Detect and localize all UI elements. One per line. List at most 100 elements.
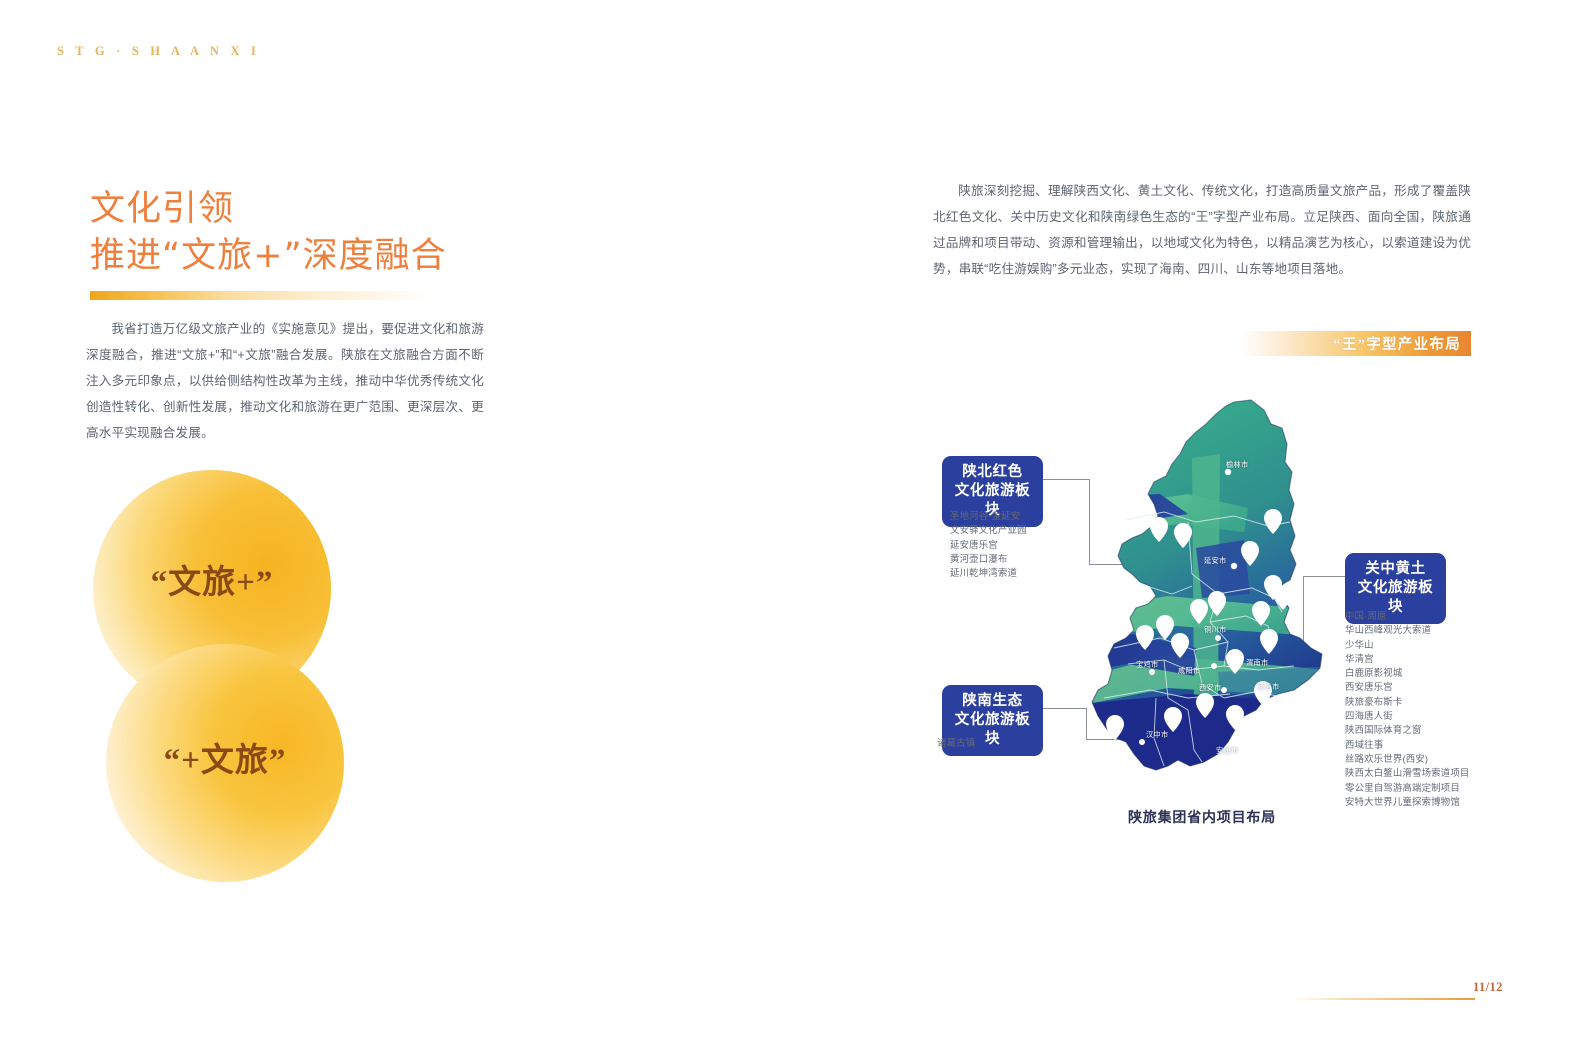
project-list-item: 延川乾坤湾索道 <box>950 567 1018 579</box>
project-list-item: 零公里自驾游高端定制项目 <box>1345 781 1460 793</box>
industry-layout-banner: “王”字型产业布局 <box>1241 331 1471 356</box>
left-paragraph-text: 我省打造万亿级文旅产业的《实施意见》提出，要促进文化和旅游深度融合，推进“文旅+… <box>86 322 484 441</box>
map-city-dot <box>1237 657 1243 663</box>
connector-line-south <box>1086 708 1087 740</box>
map-pin[interactable] <box>1226 705 1244 730</box>
map-city-dot <box>1149 669 1155 675</box>
project-list-item: 陕西国际体育之窗 <box>1345 724 1422 736</box>
project-list-item: 圣地河谷·金延安 <box>950 510 1021 521</box>
project-list-item: 文安驿文化产业园 <box>950 524 1027 536</box>
industry-layout-banner-label: “王”字型产业布局 <box>1333 337 1461 353</box>
callout-title-line1: 关中黄土 <box>1365 561 1426 577</box>
map-pin[interactable] <box>1260 629 1278 654</box>
connector-line-south <box>1043 708 1087 709</box>
project-list-item: 华山西峰观光大索道 <box>1345 624 1432 636</box>
page-title-line2: 推进“文旅+”深度融合 <box>90 236 447 277</box>
map-wedge <box>1196 540 1250 598</box>
right-paragraph-text: 陕旅深刻挖掘、理解陕西文化、黄土文化、传统文化，打造高质量文旅产品，形成了覆盖陕… <box>933 184 1471 277</box>
project-list-item: 诸葛古镇 <box>937 737 976 748</box>
project-list-south: 诸葛古镇 <box>937 736 975 750</box>
project-list-item: 陕旅豪布斯卡 <box>1345 695 1403 707</box>
project-list-item: 陕西太白鳌山滑雪场索道项目 <box>1345 767 1470 779</box>
map-pin[interactable] <box>1274 585 1292 610</box>
left-paragraph: 我省打造万亿级文旅产业的《实施意见》提出，要促进文化和旅游深度融合，推进“文旅+… <box>86 316 484 446</box>
map-city-label: 渭南市 <box>1246 658 1269 667</box>
project-list-item: 西域往事 <box>1345 738 1384 750</box>
callout-title-line2: 文化旅游板块 <box>954 712 1031 748</box>
map-pin[interactable] <box>1136 625 1154 650</box>
connector-line-guanzhong <box>1303 576 1304 671</box>
callout-title-line2: 文化旅游板块 <box>1357 580 1434 616</box>
map-city-dot <box>1211 663 1217 669</box>
connector-line-north <box>1089 479 1090 565</box>
page-title: 文化引领 推进“文旅+”深度融合 <box>90 186 610 281</box>
map-pin[interactable] <box>1171 633 1189 658</box>
map-pin[interactable] <box>1208 591 1226 616</box>
callout-north-red-culture[interactable]: 陕北红色 文化旅游板块 <box>942 456 1043 528</box>
map-city-dot <box>1215 635 1221 641</box>
connector-line-north <box>1043 479 1090 480</box>
callout-title-line2: 文化旅游板块 <box>954 483 1031 519</box>
project-list-item: 白鹿原影视城 <box>1345 667 1403 679</box>
callout-title-line1: 陕南生态 <box>962 693 1023 709</box>
map-city-dot <box>1139 739 1145 745</box>
map-city-label: 商洛市 <box>1257 682 1280 691</box>
map-city-dot <box>1224 468 1232 476</box>
project-list-item: 丝路欢乐世界(西安) <box>1345 752 1429 764</box>
map-city-label: 汉中市 <box>1146 730 1169 739</box>
map-caption: 陕旅集团省内项目布局 <box>1128 810 1276 826</box>
project-list-item: 华清宫 <box>1345 652 1374 664</box>
map-pin[interactable] <box>1226 649 1244 674</box>
circle-plus-wenlv: “+文旅” <box>106 644 344 882</box>
map-pin[interactable] <box>1252 601 1270 626</box>
brand-logo: S T G · S H A A N X I <box>57 44 261 58</box>
connector-line-guanzhong <box>1303 576 1347 577</box>
project-list-north: 圣地河谷·金延安 文安驿文化产业园 延安唐乐宫黄河壶口瀑布 延川乾坤湾索道 <box>950 509 1027 580</box>
circle-top-label: “文旅+” <box>150 565 274 601</box>
map-city-label: 西安市 <box>1199 683 1222 692</box>
map-pin-group <box>1106 509 1292 740</box>
project-list-item: 少华山 <box>1345 638 1374 650</box>
callout-title-line1: 陕北红色 <box>962 464 1023 480</box>
project-list-item: 黄河壶口瀑布 <box>950 552 1008 564</box>
map-city-label: 延安市 <box>1204 556 1227 565</box>
callout-south-ecology-culture[interactable]: 陕南生态 文化旅游板块 <box>942 685 1043 757</box>
map-city-dot <box>1225 755 1231 761</box>
map-pin[interactable] <box>1150 517 1168 542</box>
map-pin[interactable] <box>1164 707 1182 732</box>
title-underline-gradient <box>90 291 493 300</box>
map-city-label: 宝鸡市 <box>1136 660 1159 669</box>
footer-rule <box>1290 998 1475 1000</box>
connector-line-south <box>1086 739 1124 740</box>
map-city-label: 咸阳市 <box>1178 666 1201 675</box>
shaanxi-map-svg <box>1091 399 1323 771</box>
map-city-dot <box>1221 687 1227 693</box>
map-pin[interactable] <box>1196 693 1214 718</box>
map-city-dot <box>1265 691 1271 697</box>
map-city-label: 榆林市 <box>1226 460 1249 469</box>
page-title-line1: 文化引领 <box>90 189 235 229</box>
map-pin[interactable] <box>1264 509 1282 534</box>
map-pin[interactable] <box>1190 599 1208 624</box>
shaanxi-map: 榆林市延安市铜川市宝鸡市咸阳市西安市 渭南市商洛市汉中市安康市 <box>1068 398 1336 802</box>
right-paragraph: 陕旅深刻挖掘、理解陕西文化、黄土文化、传统文化，打造高质量文旅产品，形成了覆盖陕… <box>933 178 1471 282</box>
page-number: 11/12 <box>1473 980 1503 994</box>
project-list-item: 四海唐人街 <box>1345 710 1393 722</box>
map-city-label: 铜川市 <box>1204 625 1227 634</box>
project-list-item: 延安唐乐宫 <box>950 538 998 550</box>
map-city-dot-group <box>1139 468 1271 761</box>
project-list-item: 安特大世界儿童探索博物馆 <box>1345 795 1460 807</box>
callout-guanzhong-loess-culture[interactable]: 关中黄土 文化旅游板块 <box>1345 553 1446 625</box>
map-pin[interactable] <box>1241 541 1259 566</box>
map-city-label: 安康市 <box>1216 746 1239 755</box>
map-city-dot <box>1230 562 1238 570</box>
project-list-guanzhong: 中国·周原 华山西峰观光大索道 少华山 华清宫 白鹿原影视城 西安唐乐宫 陕旅豪布斯卡 四海唐… <box>1345 609 1469 809</box>
circle-bottom-label: “+文旅” <box>163 743 287 779</box>
map-pin[interactable] <box>1106 715 1124 740</box>
map-pin[interactable] <box>1156 615 1174 640</box>
connector-line-north <box>1089 564 1131 565</box>
project-list-item: 西安唐乐宫 <box>1345 681 1393 693</box>
map-pin[interactable] <box>1254 681 1272 706</box>
map-pin[interactable] <box>1174 523 1192 548</box>
